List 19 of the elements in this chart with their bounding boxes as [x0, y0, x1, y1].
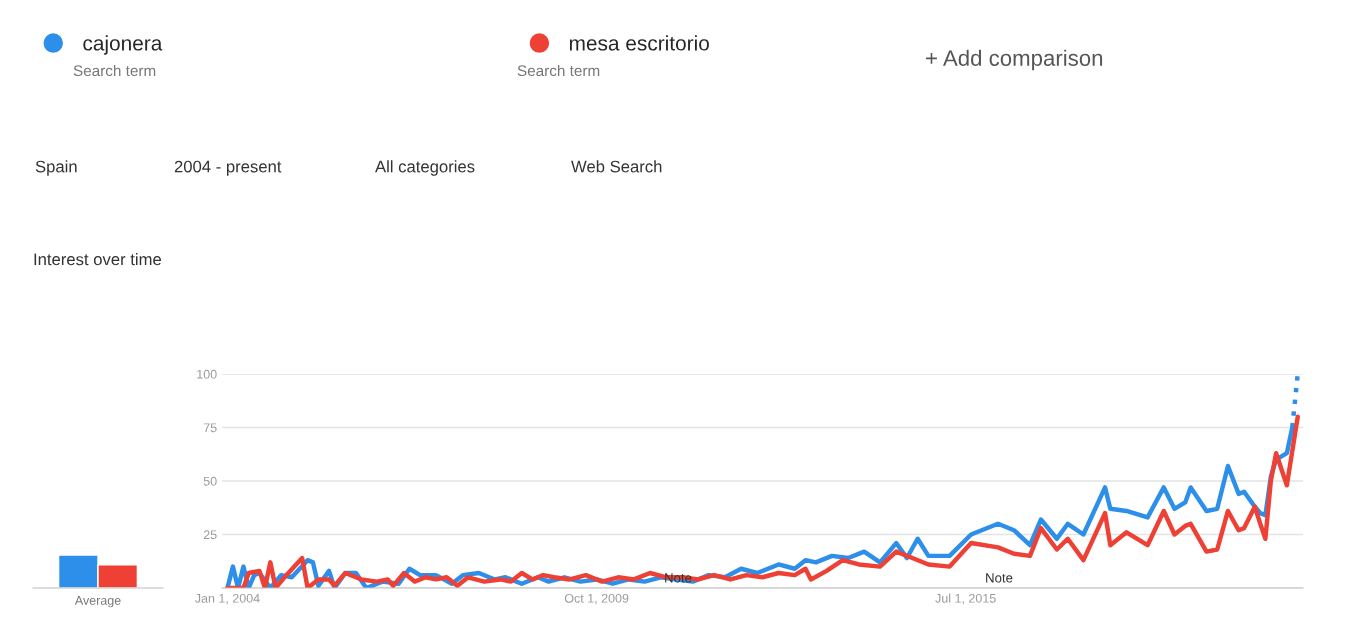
chart-title: Interest over time — [34, 253, 162, 266]
text: All categories — [375, 160, 475, 176]
y-tick-label: 75 — [203, 423, 217, 433]
x-tick-label: Jul 1, 2015 — [935, 593, 996, 605]
text: Search term — [517, 64, 600, 77]
y-tick-label: 100 — [197, 369, 217, 379]
x-tick-label: Oct 1, 2009 — [564, 593, 629, 605]
text: Search term — [73, 64, 156, 77]
text: 2004 - present — [174, 160, 282, 176]
legend-label: cajonera — [83, 35, 163, 55]
x-axis-title: Average — [74, 596, 121, 608]
x-tick-label: Jan 1, 2004 — [194, 593, 260, 605]
annotation: Note — [986, 573, 1013, 583]
y-tick-label: 50 — [203, 476, 217, 486]
legend-label: mesa escritorio — [569, 35, 709, 51]
y-tick-label: 25 — [203, 530, 217, 540]
text: + Add comparison — [926, 49, 1103, 71]
text: Spain — [35, 160, 77, 176]
text: Web Search — [571, 160, 662, 173]
